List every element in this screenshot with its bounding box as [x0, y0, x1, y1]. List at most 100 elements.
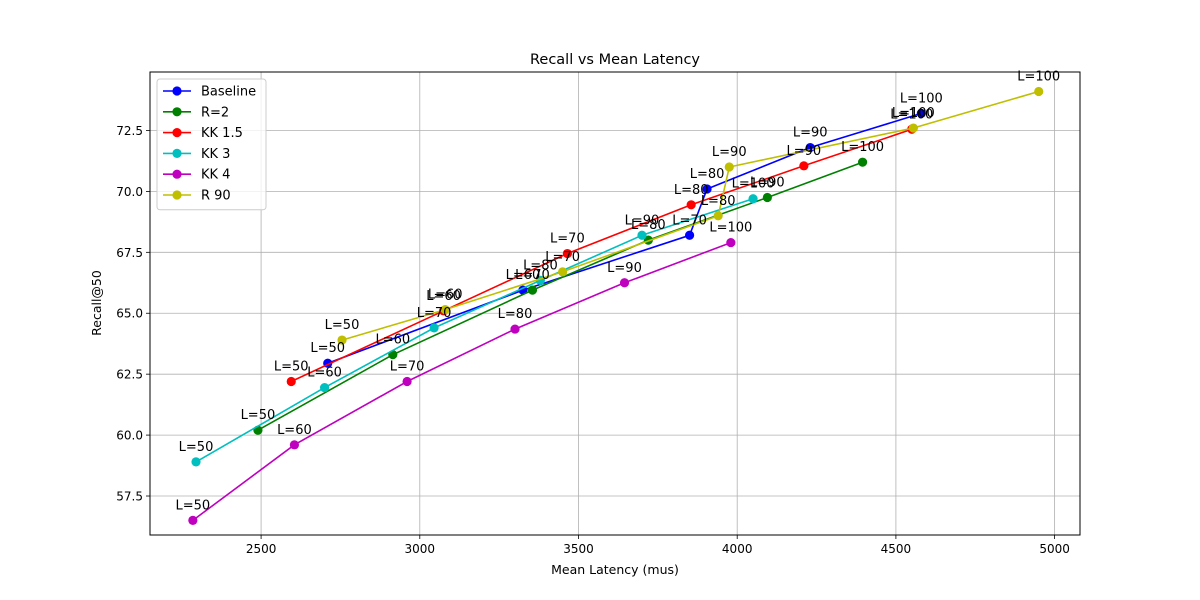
legend-label: R 90	[201, 189, 231, 204]
x-tick-label: 2500	[246, 542, 277, 556]
data-point	[726, 237, 736, 248]
series-line	[195, 197, 754, 463]
data-point	[510, 324, 520, 334]
legend-item-kk-4: KK 4	[163, 168, 230, 183]
data-point-label: L=80	[674, 183, 709, 198]
data-point	[562, 248, 572, 259]
data-point-label: L=70	[515, 268, 550, 283]
data-point-label: L=100	[892, 106, 935, 121]
data-point	[702, 184, 712, 194]
data-point	[440, 304, 450, 315]
data-point-label: L=80	[523, 258, 558, 273]
data-point-label: L=50	[310, 341, 345, 356]
legend-swatch-marker	[172, 190, 182, 200]
point-labels: L=50L=60L=70L=80L=90L=100L=50L=60L=70L=8…	[176, 69, 1061, 513]
legend: Baseline R=2 KK 1.5 KK 3 KK 4 R 90	[156, 78, 267, 211]
legend-label: KK 1.5	[201, 126, 243, 141]
y-tick-label: 57.5	[116, 490, 143, 504]
data-point	[748, 194, 758, 204]
data-point	[289, 440, 300, 450]
series-r-90	[337, 86, 1044, 345]
data-point	[799, 161, 809, 171]
data-point	[337, 335, 347, 345]
y-tick-label: 60.0	[116, 429, 143, 443]
data-point-label: L=100	[732, 177, 775, 192]
x-tick-label: 3000	[405, 542, 436, 556]
data-point	[684, 230, 695, 240]
legend-label: KK 3	[201, 147, 230, 162]
data-point-label: L=80	[690, 167, 725, 182]
data-point-label: L=90	[750, 175, 785, 190]
data-point-label: L=80	[631, 218, 666, 233]
data-point	[402, 376, 412, 387]
data-point-label: L=50	[179, 440, 214, 455]
data-point-label: L=70	[672, 213, 707, 228]
data-point-label: L=100	[900, 91, 943, 106]
data-point-label: L=70	[390, 359, 425, 374]
x-axis-ticks: 2500 3000 3500 4000 4500 5000	[246, 535, 1070, 556]
data-point-label: L=70	[545, 250, 580, 265]
series-line	[257, 161, 863, 431]
y-tick-label: 65.0	[116, 307, 143, 321]
series-kk-4	[188, 237, 736, 525]
data-point-label: L=90	[607, 261, 642, 276]
data-point-label: L=100	[841, 140, 884, 155]
legend-item-kk-3: KK 3	[163, 147, 230, 162]
data-point	[637, 230, 647, 240]
data-point-label: L=90	[625, 213, 660, 228]
plot-background	[150, 72, 1080, 535]
data-point	[191, 457, 201, 467]
chart-title: Recall vs Mean Latency	[530, 52, 700, 68]
data-point	[724, 162, 734, 172]
data-point-label: L=60	[506, 268, 541, 283]
legend-swatch-marker	[172, 107, 182, 117]
y-tick-label: 70.0	[116, 185, 143, 199]
data-point-label: L=50	[325, 318, 360, 333]
data-point-label: L=90	[712, 145, 747, 160]
x-tick-label: 5000	[1039, 542, 1070, 556]
data-point-label: L=60	[277, 423, 312, 438]
data-point-label: L=70	[417, 306, 452, 321]
legend-swatch-marker	[172, 128, 182, 138]
legend-label: Baseline	[201, 85, 256, 100]
data-point-label: L=100	[890, 107, 933, 122]
legend-swatch-marker	[172, 169, 182, 179]
data-point-label: L=60	[307, 366, 342, 381]
data-point	[908, 123, 918, 133]
legend-item-kk-1-5: KK 1.5	[163, 126, 243, 141]
y-tick-label: 72.5	[116, 124, 143, 138]
plot-frame	[149, 71, 1081, 536]
data-point	[857, 157, 868, 167]
legend-item-baseline: Baseline	[163, 85, 256, 100]
data-point	[527, 285, 538, 295]
x-axis-label: Mean Latency (mus)	[551, 562, 679, 577]
data-point	[713, 211, 723, 221]
legend-label: KK 4	[201, 168, 230, 183]
data-point-label: L=90	[787, 144, 822, 159]
data-series	[188, 86, 1044, 525]
y-tick-label: 67.5	[116, 246, 143, 260]
y-axis-ticks: 57.5 60.0 62.5 65.0 67.5 70.0 72.5	[116, 124, 150, 504]
data-point	[286, 376, 296, 387]
data-point-label: L=100	[1017, 69, 1060, 84]
y-tick-label: 62.5	[116, 368, 143, 382]
data-point	[319, 382, 330, 393]
series-line	[192, 241, 732, 522]
data-point	[619, 278, 630, 288]
data-point-label: L=90	[793, 126, 828, 141]
data-point-label: L=80	[498, 307, 533, 322]
data-point-label: L=100	[709, 221, 752, 236]
series-kk-3	[191, 194, 758, 467]
legend-item-r-90: R 90	[163, 189, 231, 204]
data-point	[686, 200, 696, 210]
data-point-label: L=50	[274, 359, 309, 374]
data-point	[1034, 86, 1044, 97]
data-point-label: L=50	[241, 408, 276, 423]
data-point	[429, 323, 439, 333]
series-line	[290, 128, 913, 383]
x-tick-label: 4000	[722, 542, 753, 556]
x-tick-label: 4500	[881, 542, 912, 556]
legend-label: R=2	[201, 105, 229, 120]
data-point-label: L=50	[176, 498, 211, 513]
